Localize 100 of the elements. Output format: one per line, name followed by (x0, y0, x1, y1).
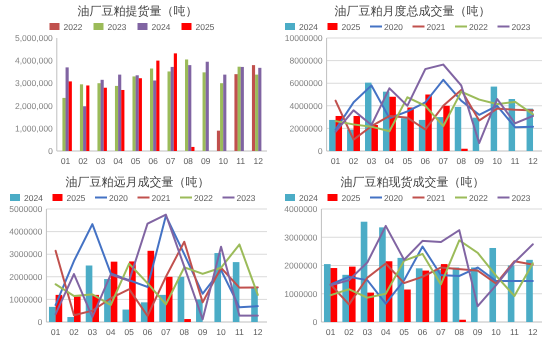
legend-label: 2025 (342, 193, 361, 203)
bar (418, 120, 426, 151)
x-tick-label: 03 (88, 327, 98, 337)
y-tick-label: 3000000 (284, 232, 318, 242)
legend-label: 2021 (426, 193, 446, 203)
chart-title: 油厂豆粕月度总成交量（吨） (334, 4, 490, 18)
x-tick-label: 10 (491, 327, 502, 337)
legend-label: 2020 (384, 22, 404, 32)
x-tick-label: 09 (474, 156, 484, 166)
legend-label: 2022 (469, 193, 488, 203)
x-tick-label: 04 (113, 156, 124, 166)
x-tick-label: 03 (96, 156, 106, 166)
legend-label: 2024 (299, 193, 318, 203)
bar (122, 310, 130, 322)
y-tick-label: 1000000 (284, 288, 318, 299)
bar (452, 267, 460, 322)
x-tick-label: 06 (420, 156, 430, 166)
y-tick-label: 10000000 (284, 33, 323, 43)
x-tick-label: 05 (124, 327, 134, 337)
y-tick-label: 6000000 (290, 78, 323, 88)
x-tick-label: 11 (510, 327, 520, 337)
legend-label: 2022 (194, 193, 214, 203)
x-tick-label: 04 (384, 156, 394, 166)
x-tick-label: 07 (161, 327, 171, 337)
y-tick-label: 4000000 (284, 204, 318, 214)
legend-label: 2025 (196, 22, 215, 32)
y-tick-label: 2,000,000 (14, 100, 54, 111)
bar (168, 71, 171, 151)
y-tick-label: 1,000,000 (14, 123, 54, 134)
bar (138, 78, 142, 151)
bar (436, 117, 444, 151)
legend-label: 2023 (512, 193, 531, 203)
chart-title: 油厂豆粕远月成交量（吨） (66, 175, 210, 189)
y-tick-label: 0 (38, 317, 43, 327)
y-tick-label: 3,000,000 (14, 78, 54, 88)
legend-label: 2024 (24, 193, 44, 203)
bar (238, 66, 241, 151)
bar (329, 120, 336, 151)
bar (258, 68, 262, 151)
bar (114, 86, 118, 151)
x-tick-label: 07 (438, 156, 448, 166)
bar (104, 88, 107, 151)
bar (404, 290, 411, 322)
x-tick-label: 09 (200, 156, 211, 166)
bar (367, 292, 374, 322)
bar (48, 306, 56, 322)
bar (156, 60, 160, 151)
legend-label: 2022 (64, 22, 83, 32)
bar (68, 81, 72, 151)
x-tick-label: 05 (399, 327, 410, 337)
bar (62, 98, 66, 151)
x-tick-label: 12 (254, 156, 264, 166)
x-tick-label: 10 (492, 156, 502, 166)
legend-label: 2022 (469, 22, 488, 32)
x-tick-label: 09 (198, 327, 208, 337)
x-tick-label: 11 (236, 156, 246, 166)
bar (400, 118, 408, 151)
y-tick-label: 5,000,000 (14, 33, 54, 43)
x-tick-label: 10 (218, 156, 228, 166)
x-tick-label: 06 (418, 327, 428, 337)
bar (121, 90, 124, 151)
bar (454, 106, 462, 151)
x-tick-label: 07 (436, 327, 446, 337)
bar (74, 296, 81, 322)
legend-label: 2021 (152, 193, 171, 203)
x-tick-label: 04 (381, 327, 391, 337)
y-tick-label: 5000000 (9, 204, 43, 214)
x-tick-label: 01 (326, 327, 336, 337)
bar (202, 72, 206, 151)
y-tick-label: 2000000 (9, 272, 43, 282)
x-tick-label: 10 (216, 327, 226, 337)
x-tick-label: 07 (166, 156, 176, 166)
x-tick-label: 02 (69, 327, 79, 337)
bar (324, 264, 331, 322)
x-tick-label: 01 (330, 156, 341, 166)
x-tick-label: 12 (528, 156, 538, 166)
bar (153, 80, 156, 151)
bar (118, 74, 122, 151)
legend-label: 2025 (66, 193, 86, 203)
x-tick-label: 02 (344, 327, 354, 337)
x-tick-label: 09 (472, 327, 483, 337)
bar (371, 125, 378, 151)
x-tick-label: 11 (235, 327, 244, 337)
legend-label: 2024 (152, 22, 171, 32)
legend-label: 2023 (108, 22, 127, 32)
x-tick-label: 01 (50, 327, 61, 337)
bar (191, 146, 194, 151)
bar (206, 62, 209, 151)
x-tick-label: 05 (130, 156, 141, 166)
bar (86, 85, 90, 151)
bar (170, 66, 174, 151)
x-tick-label: 02 (348, 156, 359, 166)
bar (132, 76, 136, 151)
x-tick-label: 08 (454, 327, 464, 337)
x-tick-label: 08 (180, 327, 190, 337)
bar (360, 222, 368, 322)
y-tick-label: 4000000 (9, 226, 43, 237)
x-tick-label: 08 (183, 156, 194, 166)
bar (223, 74, 226, 151)
x-tick-label: 12 (253, 327, 263, 337)
